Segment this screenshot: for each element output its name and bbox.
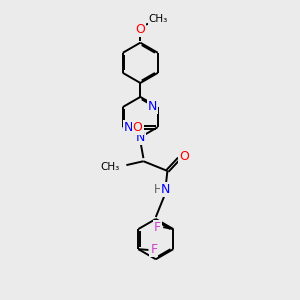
Text: O: O <box>133 121 142 134</box>
Text: F: F <box>150 244 158 256</box>
Text: CH₃: CH₃ <box>148 14 168 24</box>
Text: N: N <box>148 100 157 113</box>
Text: N: N <box>161 183 170 196</box>
Text: F: F <box>154 220 161 234</box>
Text: CH₃: CH₃ <box>100 162 119 172</box>
Text: O: O <box>135 22 145 36</box>
Text: O: O <box>179 151 189 164</box>
Text: H: H <box>154 183 163 196</box>
Text: N: N <box>136 131 145 144</box>
Text: N: N <box>124 121 133 134</box>
